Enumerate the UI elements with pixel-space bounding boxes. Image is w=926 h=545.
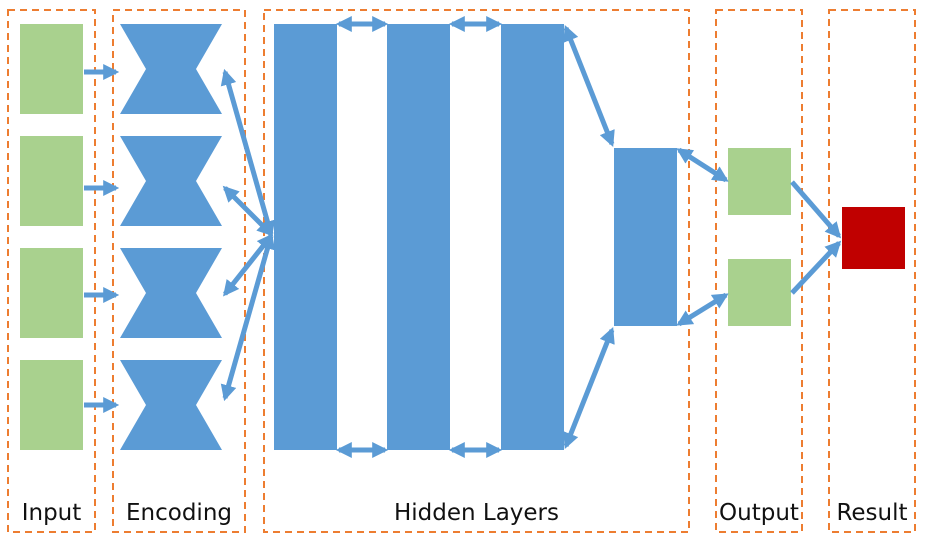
bottleneck-to-output-arrow <box>676 147 729 183</box>
hidden-to-bottleneck-arrow <box>563 25 615 147</box>
section-box-output <box>715 9 803 533</box>
section-box-encoding <box>112 9 246 533</box>
output-node <box>728 148 791 215</box>
encoder-block <box>120 24 222 114</box>
section-label-result: Result <box>836 500 908 526</box>
hidden-layer <box>274 24 337 450</box>
section-label-output: Output <box>719 500 799 526</box>
input-node <box>20 360 83 450</box>
input-node <box>20 248 83 338</box>
hidden-to-bottleneck-arrow <box>563 327 615 449</box>
encoder-block <box>120 360 222 450</box>
input-node <box>20 24 83 114</box>
section-label-hidden-layers: Hidden Layers <box>393 500 560 526</box>
bottleneck-to-output-arrow <box>676 292 729 327</box>
encoder-block <box>120 248 222 338</box>
hidden-layer <box>501 24 564 450</box>
output-to-result-arrow <box>790 240 842 295</box>
output-to-result-arrow <box>790 180 842 239</box>
output-node <box>728 259 791 326</box>
section-label-input: Input <box>21 500 82 526</box>
result-node <box>842 207 905 269</box>
input-node <box>20 136 83 226</box>
hidden-layer <box>387 24 450 450</box>
section-box-result <box>828 9 916 533</box>
section-label-encoding: Encoding <box>126 500 232 526</box>
section-box-input <box>7 9 96 533</box>
encoder-to-hidden-arrow <box>222 185 274 237</box>
encoder-block <box>120 136 222 226</box>
hidden-bottleneck-layer <box>614 148 677 326</box>
encoder-to-hidden-arrow <box>220 232 276 402</box>
